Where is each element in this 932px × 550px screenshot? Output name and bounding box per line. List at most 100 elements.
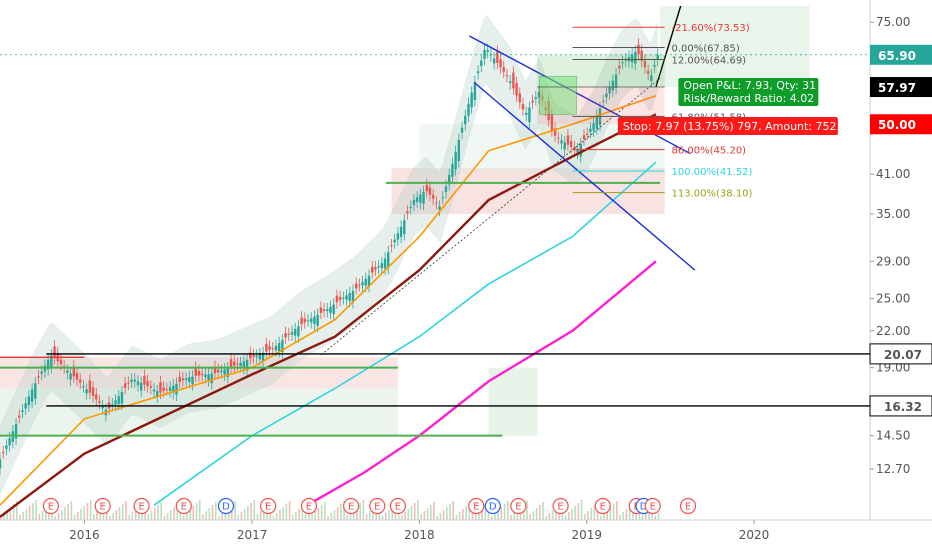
volume-bar [478, 511, 480, 520]
volume-bar [336, 507, 339, 520]
candle-body [563, 142, 566, 150]
volume-bar [231, 504, 233, 520]
level-badge-label: 20.07 [884, 348, 922, 362]
volume-bar [224, 510, 227, 520]
earnings-marker [94, 497, 111, 515]
candle-body [136, 381, 140, 386]
candle-body [602, 100, 605, 102]
candle-body [387, 252, 390, 268]
volume-bar [606, 510, 609, 520]
candle-body [143, 375, 146, 385]
candle-body [200, 373, 204, 376]
volume-bar [12, 504, 15, 520]
volume-bar [182, 515, 185, 520]
volume-bar [442, 510, 445, 520]
volume-bar [372, 508, 374, 520]
candle-body [181, 378, 185, 381]
volume-bar [644, 508, 647, 520]
volume-bar [60, 510, 63, 520]
candle-body [582, 135, 586, 139]
volume-bar [109, 516, 111, 520]
candle-body [261, 352, 265, 362]
earnings-marker [260, 497, 277, 515]
candle-body [332, 304, 335, 315]
candle-body [287, 333, 290, 335]
candle-body [393, 239, 396, 243]
candle-body [367, 275, 371, 287]
volume-bar [41, 511, 44, 520]
volume-bar [542, 502, 544, 520]
candle-body [139, 382, 143, 391]
volume-bar [564, 515, 567, 520]
candle-body [515, 83, 518, 96]
candle-body [274, 345, 278, 351]
level-badge [869, 343, 932, 365]
volume-bar [593, 505, 596, 520]
risk-reward-text: Risk/Reward Ratio: 4.02 [683, 92, 814, 105]
earnings-marker [300, 497, 318, 515]
volume-bar [356, 506, 358, 520]
volume-bar [67, 504, 69, 520]
volume-bar [381, 516, 384, 520]
event-marker-label: E [306, 502, 312, 513]
volume-bar [340, 504, 342, 520]
candle-body [557, 137, 560, 139]
volume-bar [6, 510, 9, 520]
volume-bar [539, 505, 541, 520]
volume-bar [112, 513, 114, 520]
candle-body [175, 383, 178, 395]
candle-body [576, 149, 579, 153]
candle-body [646, 70, 650, 74]
volume-bar [490, 516, 493, 520]
candle-body [419, 194, 422, 203]
event-marker-label: E [100, 502, 106, 513]
y-axis-tick-label: 35.00 [876, 207, 910, 221]
price-badge-label: 57.97 [878, 81, 916, 95]
candle-body [650, 75, 653, 82]
earnings-marker [175, 497, 192, 515]
volume-bar [516, 509, 519, 520]
candle-body [111, 404, 114, 406]
candle-body [579, 144, 582, 157]
volume-bar [359, 503, 361, 520]
candle-body [216, 369, 220, 373]
volume-bar [272, 516, 275, 520]
candle-body [351, 290, 355, 303]
moving-average-line [0, 113, 657, 518]
volume-bar [600, 516, 602, 520]
volume-bar [327, 516, 329, 520]
candle-body [380, 263, 384, 269]
candle-body [653, 65, 656, 67]
candle-body [457, 139, 461, 162]
volume-bar [603, 513, 605, 520]
candle-body [165, 389, 169, 391]
event-marker-label: E [395, 502, 401, 513]
event-marker-label: E [181, 502, 187, 513]
candle-body [79, 379, 82, 383]
volume-bar [401, 515, 403, 520]
event-marker-label: E [138, 502, 144, 513]
candle-body [226, 368, 230, 377]
volume-bar [157, 505, 159, 520]
volume-bar [211, 505, 214, 520]
candle-body [91, 387, 95, 397]
dividend-marker [217, 497, 235, 515]
candle-body [621, 62, 624, 64]
candle-body [473, 81, 477, 100]
candle-body [329, 306, 332, 313]
candle-body [338, 296, 342, 300]
level-badge-label: 16.32 [884, 400, 922, 414]
volume-bar [275, 513, 278, 520]
price-badge-label: 65.90 [878, 49, 916, 63]
volume-bar [657, 513, 660, 520]
candle-body [8, 438, 11, 446]
candle-body [207, 374, 210, 381]
x-axis-tick-label: 2019 [571, 528, 602, 542]
candle-body [310, 318, 313, 323]
volume-bar [314, 511, 317, 520]
moving-average-line [306, 260, 657, 507]
volume-bar [343, 501, 345, 520]
y-axis-tick-label: 75.00 [876, 15, 910, 29]
